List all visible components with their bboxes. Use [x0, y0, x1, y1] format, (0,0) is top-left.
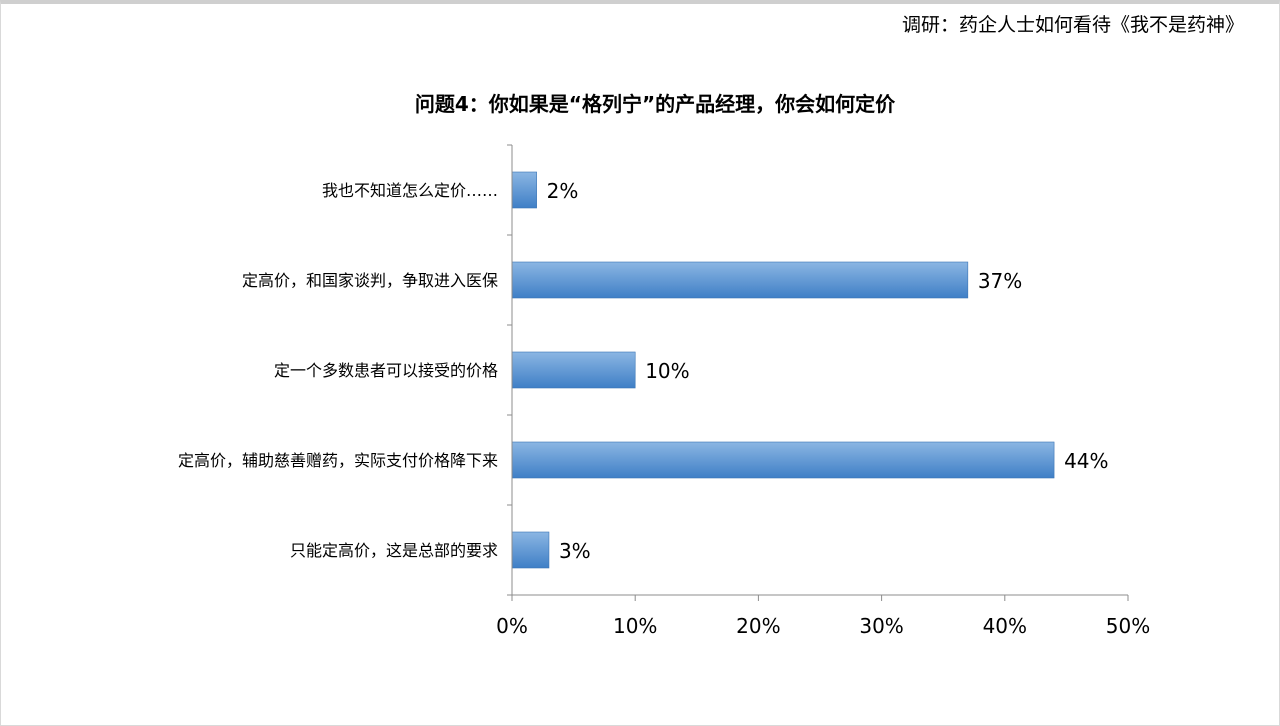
chart-title: 问题4：你如果是“格列宁”的产品经理，你会如何定价 [414, 92, 896, 116]
category-label: 定高价，辅助慈善赠药，实际支付价格降下来 [178, 451, 498, 470]
page-header-title: 调研：药企人士如何看待《我不是药神》 [901, 14, 1244, 36]
x-tick-label: 10% [613, 614, 657, 638]
x-tick-label: 20% [736, 614, 780, 638]
x-tick-label: 40% [983, 614, 1027, 638]
data-label: 2% [547, 179, 579, 203]
data-label: 44% [1064, 449, 1108, 473]
bar [511, 441, 1055, 479]
bar [511, 351, 636, 389]
bar [511, 171, 537, 209]
x-tick-label: 0% [496, 614, 528, 638]
bar [511, 531, 550, 569]
x-tick-label: 30% [859, 614, 903, 638]
category-label: 只能定高价，这是总部的要求 [290, 541, 498, 560]
data-label: 10% [645, 359, 689, 383]
bar [511, 261, 969, 299]
category-label: 我也不知道怎么定价…… [322, 181, 498, 200]
x-tick-label: 50% [1106, 614, 1150, 638]
data-label: 37% [978, 269, 1022, 293]
data-label: 3% [559, 539, 591, 563]
category-label: 定一个多数患者可以接受的价格 [274, 361, 498, 380]
category-label: 定高价，和国家谈判，争取进入医保 [242, 271, 498, 290]
